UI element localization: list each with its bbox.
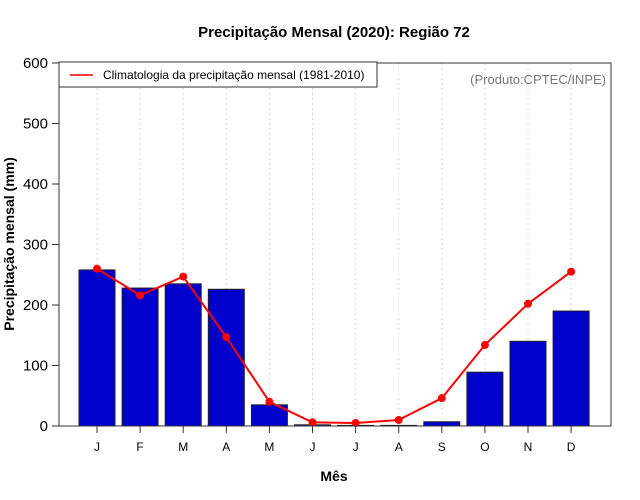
climatology-point-5 — [308, 418, 317, 427]
bar-8 — [423, 421, 461, 427]
climatology-point-0 — [93, 264, 101, 273]
x-axis-label: Mês — [320, 468, 347, 484]
legend-entry-climatology: Climatologia da precipitação mensal (198… — [103, 68, 364, 82]
y-tick-label: 400 — [23, 176, 48, 193]
x-tick-label: A — [222, 440, 230, 454]
x-tick-label: N — [524, 440, 533, 454]
x-tick-label: J — [310, 440, 316, 454]
x-tick-label: S — [438, 440, 446, 454]
bar-10 — [509, 340, 547, 427]
climatology-point-7 — [394, 415, 403, 424]
chart-title: Precipitação Mensal (2020): Região 72 — [198, 24, 470, 41]
climatology-point-8 — [437, 394, 446, 403]
climatology-line — [96, 267, 572, 424]
y-tick-label: 200 — [23, 297, 48, 314]
climatology-series — [93, 264, 576, 427]
bar-3 — [207, 288, 245, 427]
legend: Climatologia da precipitação mensal (198… — [58, 61, 378, 88]
y-tick-label: 0 — [40, 418, 48, 435]
climatology-point-10 — [524, 299, 532, 308]
x-tick-label: M — [178, 440, 188, 454]
x-tick-label: M — [264, 440, 274, 454]
bar-1 — [121, 287, 159, 427]
bars — [78, 269, 590, 427]
y-tick-label: 300 — [23, 237, 48, 254]
bar-11 — [552, 310, 590, 427]
x-tick-label: D — [567, 440, 576, 454]
y-axis: 0 100 200 300 400 500 600 — [23, 55, 59, 435]
climatology-point-6 — [351, 418, 360, 427]
climatology-point-9 — [480, 340, 489, 349]
x-tick-label: J — [94, 440, 100, 454]
bar-0 — [78, 269, 116, 427]
grid-lines — [96, 63, 572, 426]
bar-2 — [164, 283, 202, 427]
x-tick-label: O — [480, 440, 489, 454]
y-tick-label: 100 — [23, 358, 48, 375]
climatology-point-2 — [179, 272, 188, 281]
climatology-point-1 — [136, 291, 145, 300]
bar-9 — [466, 371, 504, 427]
x-tick-label: A — [395, 440, 403, 454]
y-axis-label: Precipitação mensal (mm) — [1, 157, 17, 331]
y-tick-label: 600 — [23, 55, 48, 72]
y-tick-label: 500 — [23, 116, 48, 133]
credit-annotation: (Produto:CPTEC/INPE) — [470, 72, 606, 87]
legend-box — [58, 61, 378, 88]
climatology-point-3 — [222, 333, 231, 342]
climatology-point-11 — [567, 267, 576, 276]
x-tick-label: J — [353, 440, 359, 454]
climatology-point-4 — [265, 397, 274, 406]
x-tick-label: F — [136, 440, 143, 454]
